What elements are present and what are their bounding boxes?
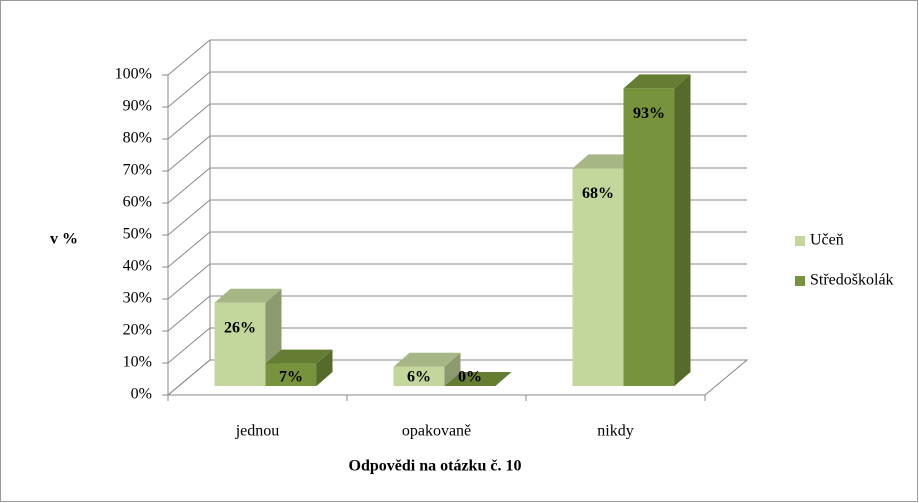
legend-label: Učeň	[810, 232, 844, 249]
bar-top	[444, 372, 512, 386]
x-tick-label: opakovaně	[402, 423, 471, 440]
bar	[572, 168, 624, 386]
grid-line	[167, 199, 747, 236]
data-label: 7%	[279, 369, 303, 386]
x-tick-label: jednou	[235, 423, 280, 440]
y-tick-label: 50%	[123, 226, 152, 243]
bar	[265, 363, 317, 386]
y-tick-label: 70%	[123, 162, 152, 179]
bar-side	[674, 74, 691, 387]
bar-side	[444, 352, 461, 386]
grid-line	[167, 39, 747, 76]
data-label: 6%	[407, 369, 431, 386]
grid-line	[167, 359, 747, 396]
bar-top	[214, 288, 282, 303]
y-axis-title: v %	[50, 231, 78, 248]
x-axis-title: Odpovědi na otázku č. 10	[349, 458, 522, 475]
grid-line	[167, 71, 747, 108]
y-tick-label: 100%	[115, 66, 152, 83]
bar-top	[572, 154, 640, 169]
data-label: 0%	[458, 369, 482, 386]
y-tick-label: 0%	[131, 386, 152, 403]
data-label: 68%	[582, 185, 614, 202]
bar-top	[265, 349, 333, 364]
y-tick-label: 60%	[123, 194, 152, 211]
grid-line	[167, 263, 747, 300]
data-label: 93%	[633, 105, 665, 122]
bar-side	[316, 349, 333, 386]
grid-line	[167, 135, 747, 172]
y-tick-label: 90%	[123, 98, 152, 115]
y-tick-label: 10%	[123, 354, 152, 371]
grid-line	[167, 103, 747, 140]
legend-label: Středoškolák	[810, 272, 894, 289]
bar-top	[623, 74, 691, 89]
y-tick-label: 40%	[123, 258, 152, 275]
legend-swatch	[795, 236, 805, 246]
bar	[393, 366, 445, 386]
grid-line	[167, 167, 747, 204]
grid-line	[167, 231, 747, 268]
grid-line	[167, 327, 747, 364]
legend-swatch	[795, 276, 805, 286]
x-tick-label: nikdy	[597, 423, 633, 440]
grid-line	[167, 295, 747, 332]
bar	[623, 88, 675, 387]
y-tick-label: 30%	[123, 290, 152, 307]
y-tick-label: 20%	[123, 322, 152, 339]
y-tick-label: 80%	[123, 130, 152, 147]
data-label: 26%	[224, 319, 256, 336]
bar	[214, 302, 266, 386]
bar-top	[393, 352, 461, 367]
